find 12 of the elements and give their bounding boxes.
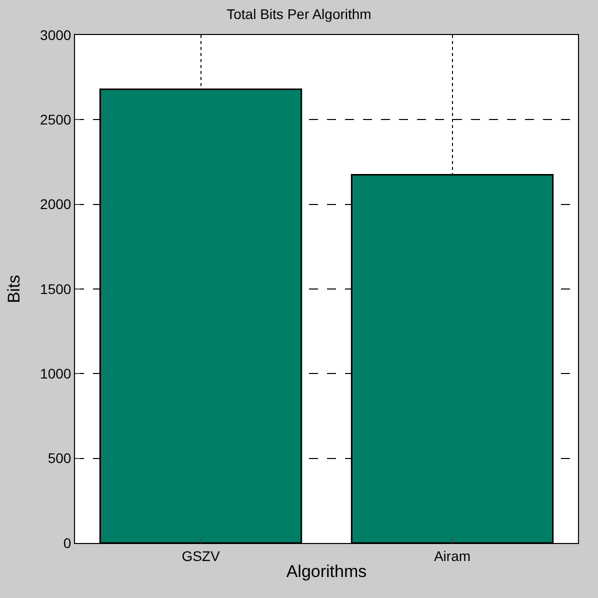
x-tick-label: Airam: [434, 548, 471, 564]
y-tick-label: 500: [48, 450, 72, 466]
y-tick-label: 1500: [40, 280, 72, 297]
y-tick-label: 2000: [40, 196, 72, 212]
y-tick-label: 1000: [40, 366, 72, 382]
y-axis-title: Bits: [4, 274, 24, 304]
x-axis-title: Algorithms: [286, 562, 367, 582]
y-tick-label: 3000: [40, 26, 72, 43]
y-tick-label: 2500: [40, 112, 72, 128]
y-tick-label: 0: [63, 534, 72, 551]
x-tick-label: GSZV: [182, 548, 220, 564]
chart-title: Total Bits Per Algorithm: [226, 6, 372, 22]
